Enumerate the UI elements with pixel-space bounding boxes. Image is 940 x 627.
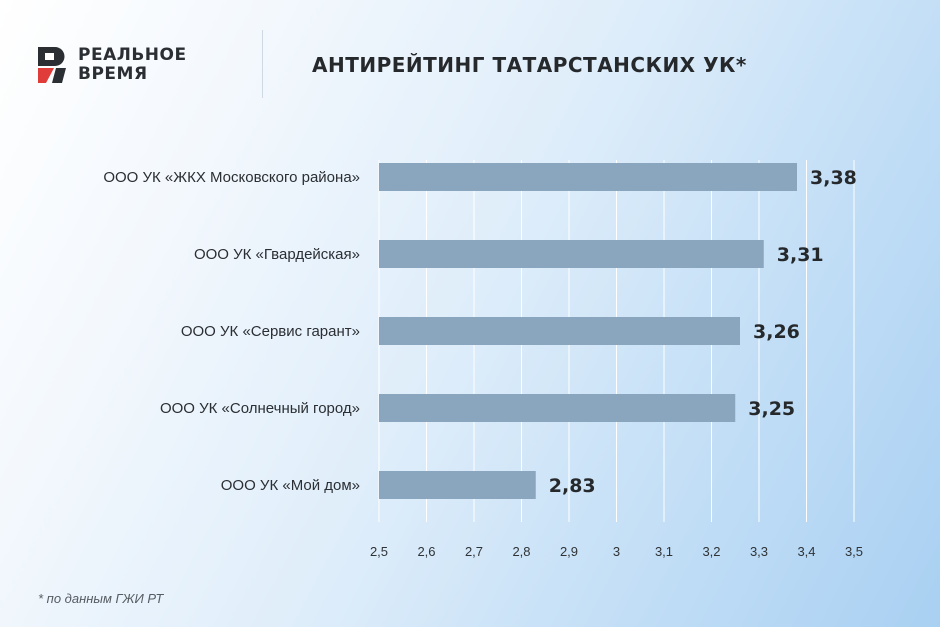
x-tick-label: 3,3 (750, 544, 768, 559)
category-label: ООО УК «Гвардейская» (194, 246, 360, 263)
category-label: ООО УК «Солнечный город» (160, 400, 360, 417)
x-tick-label: 2,6 (417, 544, 435, 559)
category-label: ООО УК «Мой дом» (221, 477, 360, 494)
value-label: 3,25 (748, 398, 795, 420)
category-label: ООО УК «Сервис гарант» (181, 323, 360, 340)
logo: РЕАЛЬНОЕ ВРЕМЯ (38, 46, 187, 84)
x-tick-label: 2,5 (370, 544, 388, 559)
value-label: 3,31 (777, 244, 824, 266)
logo-mark-icon (38, 47, 66, 83)
footnote: * по данным ГЖИ РТ (38, 591, 164, 606)
x-tick-label: 2,9 (560, 544, 578, 559)
value-label: 3,38 (810, 167, 857, 189)
value-label: 2,83 (549, 475, 596, 497)
logo-line-1: РЕАЛЬНОЕ (78, 45, 187, 65)
x-tick-label: 3,4 (797, 544, 815, 559)
bar (379, 317, 740, 345)
bar (379, 394, 736, 422)
x-tick-label: 3,2 (702, 544, 720, 559)
bar (379, 471, 536, 499)
chart-title: АНТИРЕЙТИНГ ТАТАРСТАНСКИХ УК* (312, 53, 747, 77)
value-label: 3,26 (753, 321, 800, 343)
x-tick-label: 3,5 (845, 544, 863, 559)
logo-text: РЕАЛЬНОЕ ВРЕМЯ (78, 46, 187, 84)
category-label: ООО УК «ЖКХ Московского района» (103, 169, 360, 186)
x-tick-label: 3 (613, 544, 620, 559)
x-tick-label: 2,7 (465, 544, 483, 559)
bar (379, 240, 764, 268)
bar (379, 163, 797, 191)
x-tick-label: 3,1 (655, 544, 673, 559)
logo-line-2: ВРЕМЯ (78, 64, 148, 84)
header-divider (262, 30, 263, 98)
x-tick-label: 2,8 (512, 544, 530, 559)
